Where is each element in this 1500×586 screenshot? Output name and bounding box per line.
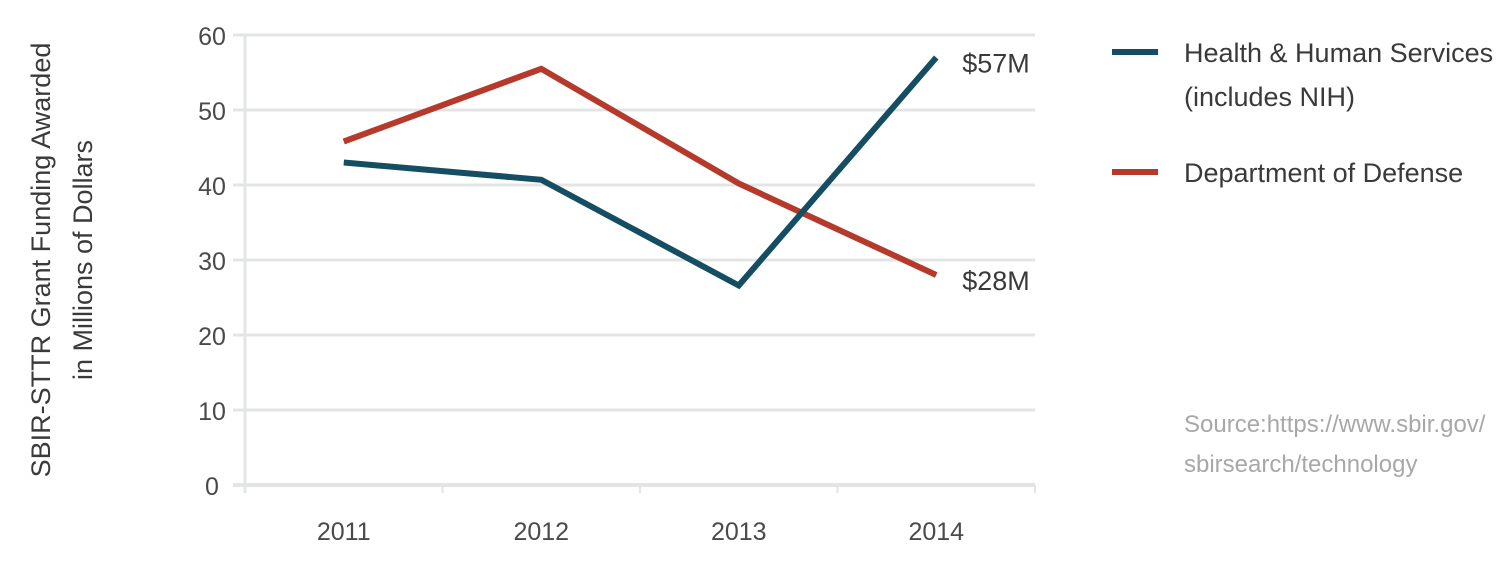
series-line-0 xyxy=(343,55,939,290)
y-tick-label: 0 xyxy=(205,473,219,501)
end-data-label: $28M xyxy=(962,266,1030,296)
x-tick-label: 2013 xyxy=(711,518,767,546)
end-data-label: $57M xyxy=(962,49,1030,79)
y-tick-label: 50 xyxy=(198,98,226,126)
y-tick-label: 30 xyxy=(198,248,226,276)
y-axis-title: SBIR-STTR Grant Funding Awarded in Millio… xyxy=(26,43,98,478)
y-axis-title-line: SBIR-STTR Grant Funding Awarded xyxy=(26,43,56,478)
y-tick-label: 10 xyxy=(198,398,226,426)
series-line-1 xyxy=(342,65,938,278)
legend-label: Health & Human Services xyxy=(1184,38,1493,68)
y-tick-label: 20 xyxy=(198,323,226,351)
y-axis-title-line: in Millions of Dollars xyxy=(68,140,98,380)
x-tick-label: 2012 xyxy=(513,518,569,546)
legend-label: Department of Defense xyxy=(1184,158,1463,188)
x-tick-label: 2011 xyxy=(317,518,371,546)
x-tick-label: 2014 xyxy=(908,518,964,546)
source-note: Source:https://www.sbir.gov/ xyxy=(1184,411,1486,438)
y-tick-label: 60 xyxy=(198,23,226,51)
legend-label: (includes NIH) xyxy=(1184,82,1355,112)
y-tick-label: 40 xyxy=(198,173,226,201)
source-note: sbirsearch/technology xyxy=(1184,451,1417,478)
